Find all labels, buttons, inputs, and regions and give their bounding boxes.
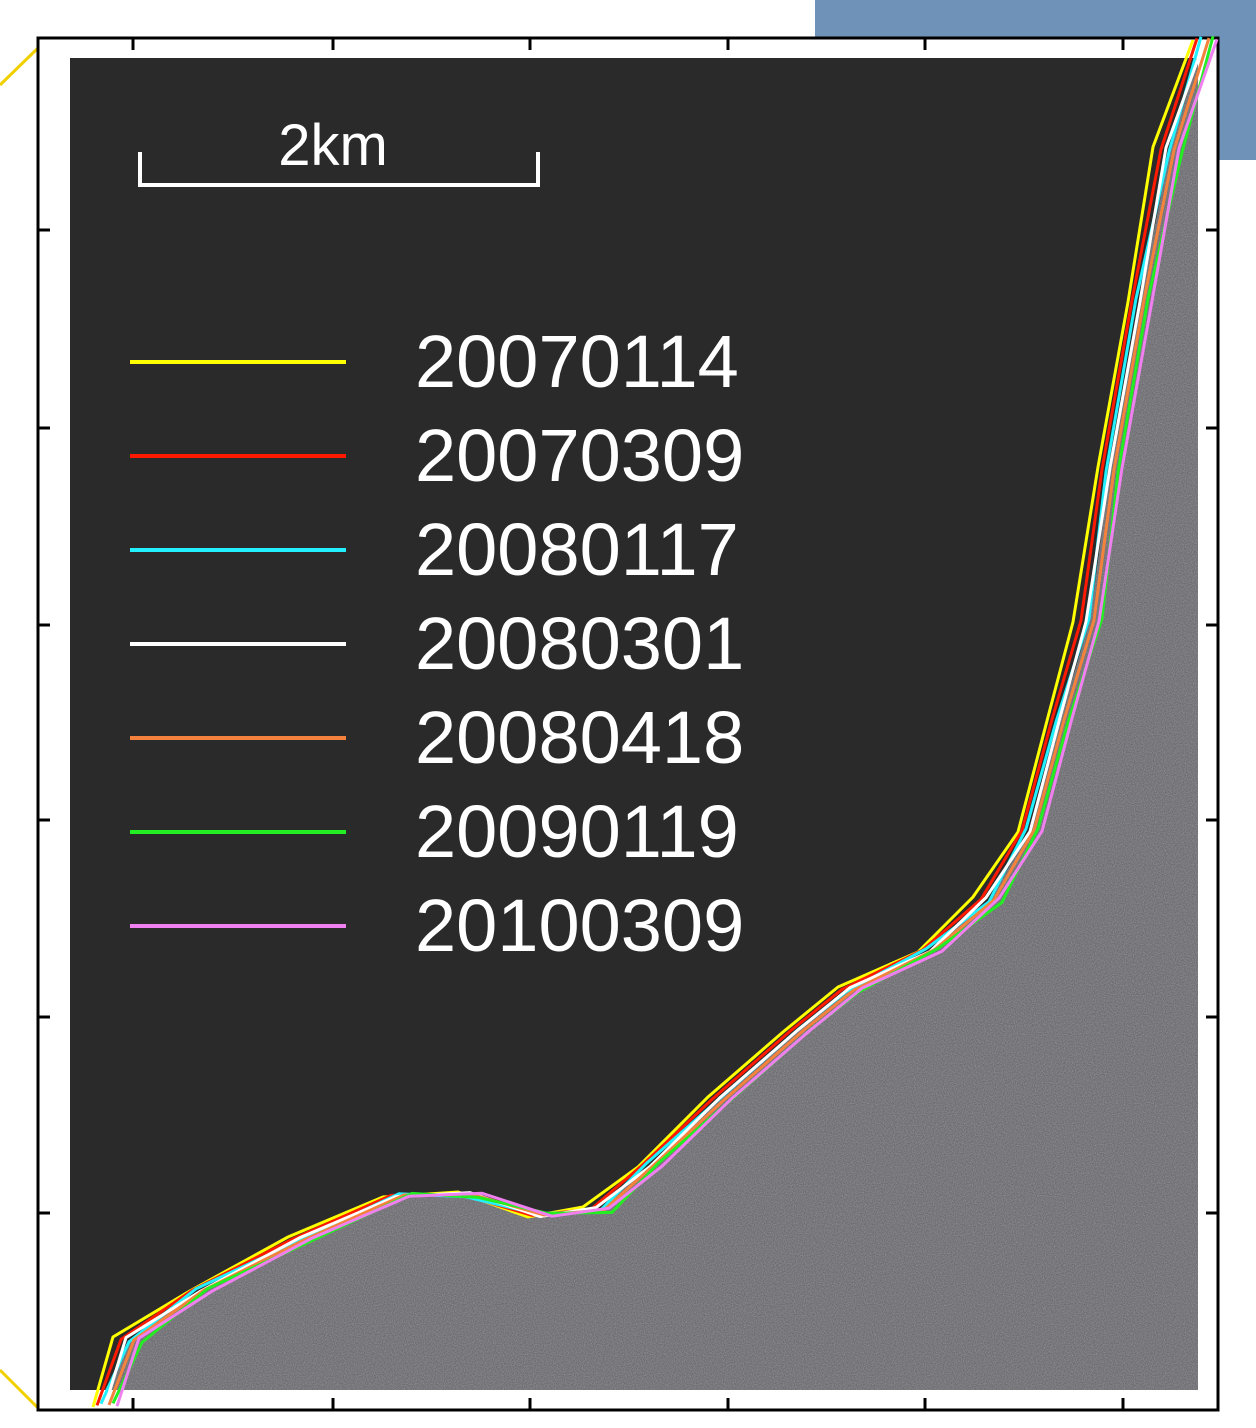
legend-label: 20070309: [415, 414, 744, 497]
scale-bar-label: 2km: [278, 113, 388, 178]
legend-label: 20090119: [415, 790, 739, 873]
connector-line: [0, 48, 38, 85]
connector-line: [0, 1370, 40, 1410]
legend-label: 20080418: [415, 696, 744, 779]
legend-label: 20080117: [415, 508, 739, 591]
legend-label: 20070114: [415, 320, 739, 403]
legend-label: 20100309: [415, 884, 744, 967]
map-figure: 2km 20070114 20070309 20080117 20080301 2008…: [0, 0, 1256, 1428]
legend-label: 20080301: [415, 602, 744, 685]
